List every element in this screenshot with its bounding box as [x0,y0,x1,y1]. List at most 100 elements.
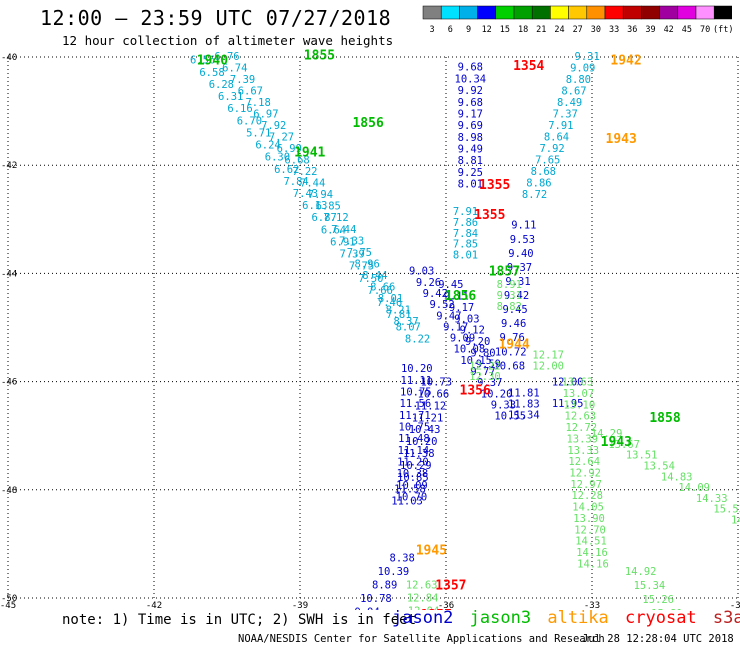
wave-height-point: 15.81 [651,608,683,610]
wave-height-point: 7.92 [261,120,286,132]
wave-height-point: 7.44 [300,178,325,190]
wave-height-point: 8.98 [458,132,483,144]
colorbar-label: 18 [518,25,528,35]
wave-track: 13.6313.0713.1012.6312.7213.3913.3312.64… [562,377,609,571]
colorbar-label: 12 [482,25,492,35]
wave-height-point: 13.39 [566,433,598,445]
wave-height-point: 6.74 [222,62,247,74]
wave-height-point: 6.13 [302,200,327,212]
legend-s3a: s3a [712,608,740,628]
pass-time-label: 1943 [606,132,637,147]
colorbar-label: 27 [573,25,583,35]
wave-track: 9.039.269.429.529.479.179.0910.0810.159.… [409,266,526,423]
wave-height-point: 10.73 [420,377,452,389]
wave-track: 14.92 15.34 15.26 15.81 [625,566,683,610]
wave-height-point: 8.68 [531,166,556,178]
wave-height-point: 8.44 [362,270,387,282]
wave-height-point: 9.94 [355,607,380,610]
pass-time-label: 1355 [474,208,505,223]
wave-height-point: 6.30 [265,152,290,164]
x-tick-label: -30 [730,601,740,610]
colorbar-label: 6 [448,25,453,35]
wave-height-point: 10.20 [406,436,438,448]
wave-height-point: 7.44 [331,224,356,236]
legend-altika: altika [547,608,609,628]
wave-height-point: 6.91 [330,236,355,248]
wave-height-point: 7.37 [553,109,578,121]
legend-jason2: jason2 [392,608,454,628]
pass-time-label: 1858 [649,411,680,426]
wave-height-point: 8.49 [557,97,582,109]
wave-height-point: 9.17 [443,321,468,333]
wave-height-point: 7.94 [308,189,333,201]
wave-height-point: 7.43 [293,188,318,200]
wave-height-point: 11.95 [552,398,584,410]
wave-height-point: 14.51 [575,536,607,548]
pass-time-label: 1356 [460,384,491,399]
wave-height-point: 13.33 [567,445,599,457]
wave-height-point: 7.46 [377,297,402,309]
wave-height-point: 8.91 [497,279,522,291]
wave-height-point: 10.85 [397,472,429,484]
wave-height-point: 6.31 [218,91,243,103]
grid-lines [7,56,739,599]
wave-height-point: 6.87 [311,212,336,224]
colorbar-label: 36 [627,25,637,35]
wave-height-point: 9.03 [454,313,479,325]
wave-height-point: 9.40 [508,248,533,260]
wave-height-point: 7.75 [349,261,374,273]
wave-height-point: 8.86 [526,178,551,190]
wave-height-point: 14.33 [696,493,728,505]
colorbar-label: 45 [682,25,692,35]
legend-cryosat: cryosat [625,608,697,628]
wave-height-point: 12.63 [565,411,597,423]
wave-height-point: 6.16 [227,103,252,115]
pass-time-label: 1944 [498,338,529,353]
pass-time-label: 1943 [601,435,632,450]
wave-height-point: 7.92 [539,143,564,155]
wave-height-point: 15.53 [713,504,740,516]
wave-height-point: 6.70 [237,115,262,127]
wave-height-point: 6.76 [214,51,239,63]
x-tick-label: -33 [584,601,600,610]
wave-height-point: 9.42 [504,290,529,302]
wave-height-point: 9.80 [470,347,495,359]
wave-height-point: 9.59 [476,359,501,371]
wave-track: 10.2011.1110.7511.5611.7110.7511.4811.14… [396,363,433,504]
wave-height-point: 6.68 [284,155,309,167]
wave-height-point: 8.01 [458,179,483,191]
wave-height-point: 9.49 [458,144,483,156]
legend-jason3: jason3 [469,608,532,628]
wave-height-point: 6.56 [190,55,215,67]
color-scale-bar: 3 6 9 12 15 18 21 24 27 30 33 36 39 42 45 70 (ft) [422,5,732,35]
pass-time-label: 1942 [610,54,641,69]
wave-height-point: 9.09 [570,62,595,74]
wave-height-point: 9.45 [502,304,527,316]
wave-height-point: 7.86 [453,217,478,229]
wave-track: 10.7310.6611.1211.2110.4310.2011.3810.29… [391,377,452,508]
footer-timestamp: Jul 28 12:28:04 UTC 2018 [582,633,734,645]
wave-height-point: 11.21 [412,412,444,424]
pass-time-label: 1941 [294,146,325,161]
wave-height-point: 14.05 [572,502,604,514]
pass-time-label: 1945 [416,543,447,558]
wave-height-point: 14.09 [678,482,710,494]
wave-height-point: 9.31 [497,290,522,302]
wave-height-point: 10.75 [400,386,432,398]
wave-height-point: 12.22 [469,360,501,372]
wave-height-point: 12.64 [568,456,600,468]
wave-height-point: 8.67 [561,85,586,97]
wave-height-point: 9.17 [458,108,483,120]
wave-height-point: 7.75 [347,247,372,259]
wave-height-point: 12.00 [552,377,584,389]
wave-height-point: 8.66 [370,281,395,293]
wave-height-point: 14.92 [625,566,657,578]
wave-height-point: 9.12 [460,325,485,337]
wave-height-point: 9.47 [436,310,461,322]
wave-height-point: 7.81 [386,309,411,321]
wave-height-point: 12.92 [569,467,601,479]
chart-title: 12:00 – 23:59 UTC 07/27/2018 [40,6,392,30]
wave-height-point: 8.89 [372,579,397,591]
wave-height-point: 10.70 [396,492,428,504]
y-tick-label: -48 [1,486,17,496]
